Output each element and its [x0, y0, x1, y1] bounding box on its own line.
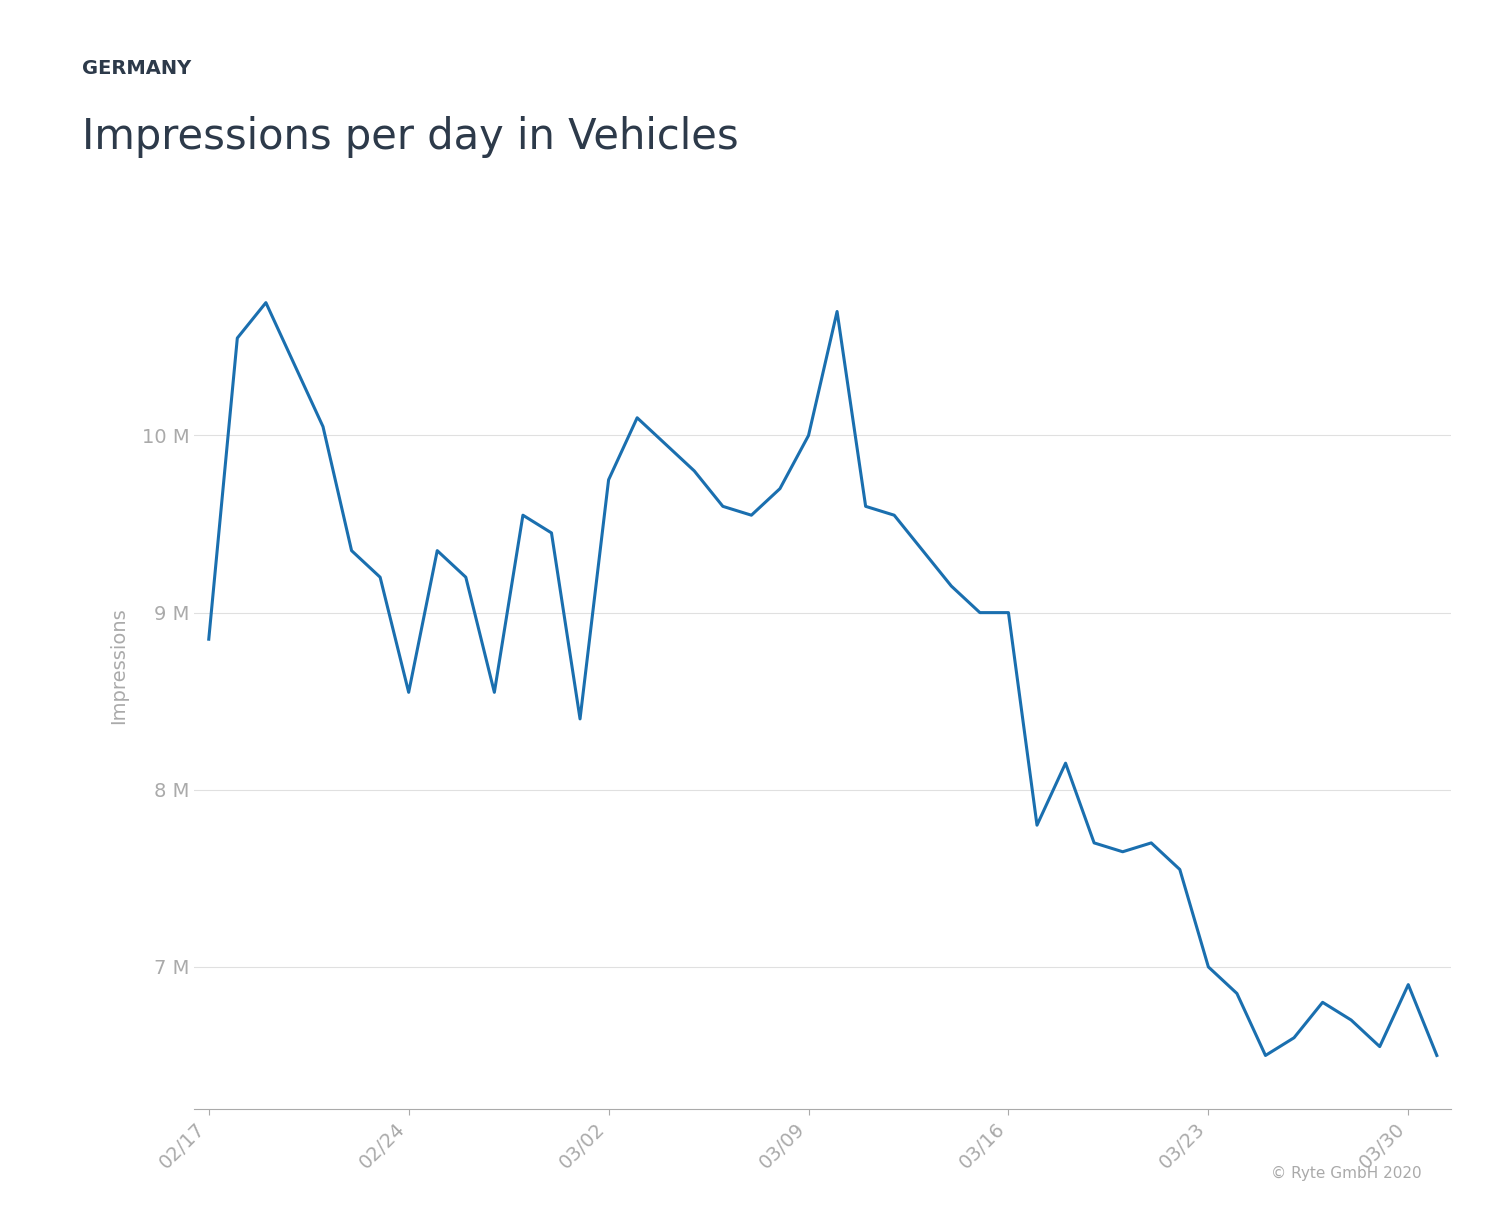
- Polygon shape: [1164, 59, 1496, 152]
- Text: GERMANY: GERMANY: [82, 59, 191, 78]
- Text: © Ryte GmbH 2020: © Ryte GmbH 2020: [1270, 1166, 1421, 1181]
- Text: Impressions per day in Vehicles: Impressions per day in Vehicles: [82, 116, 739, 158]
- Y-axis label: Impressions: Impressions: [109, 607, 129, 724]
